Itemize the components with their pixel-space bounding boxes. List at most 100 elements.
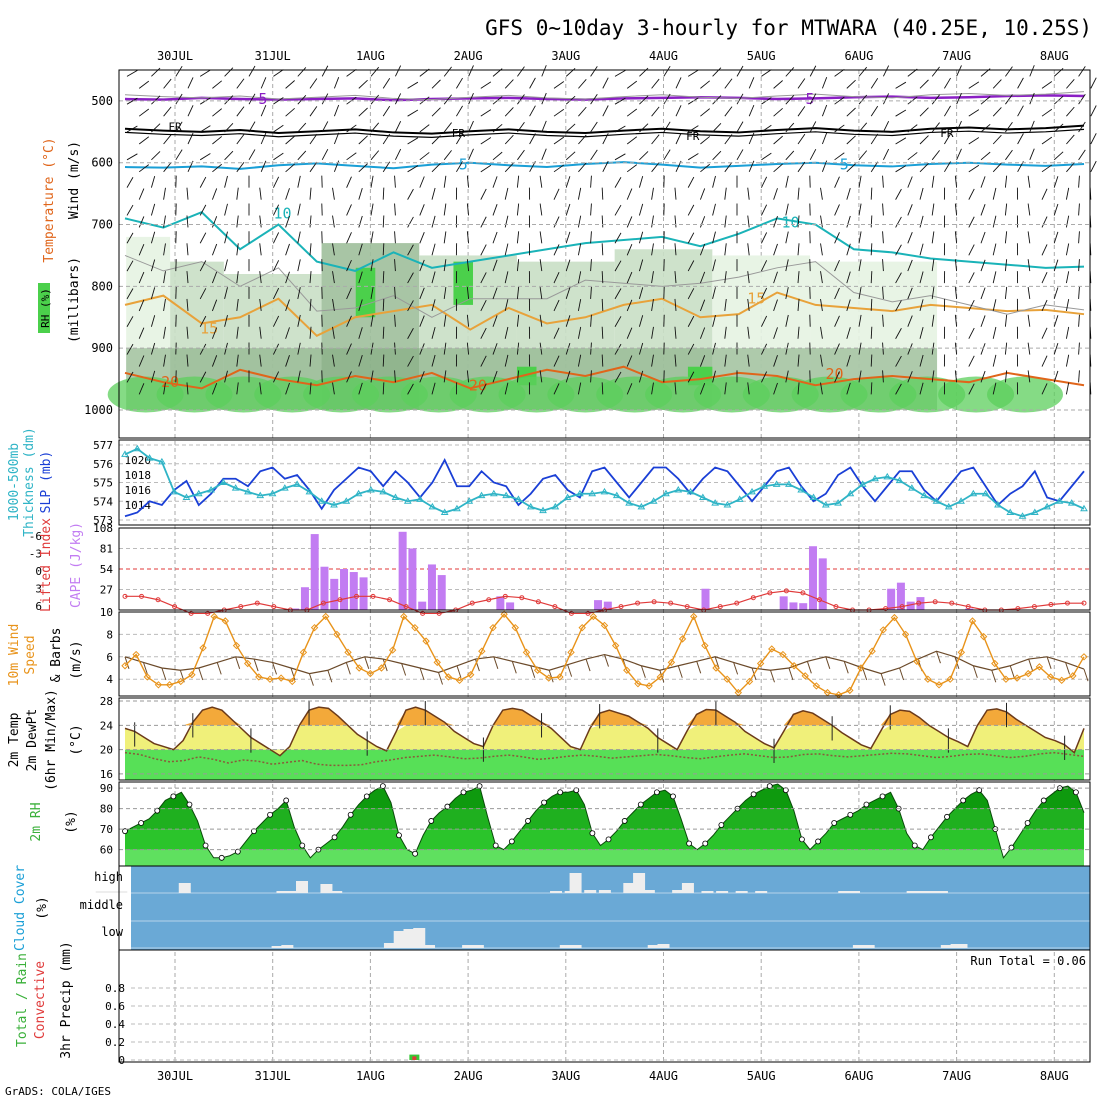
wind-barb [821,76,828,89]
li-marker [816,597,822,603]
wind-speed-marker [165,681,174,689]
date-tick-top: 5AUG [747,49,776,63]
wind-barb [138,271,145,284]
wind-barb [626,299,633,312]
date-tick-top: 2AUG [454,49,483,63]
wind-barb [760,260,768,272]
wind-barb [601,326,604,339]
li-marker [750,595,756,601]
wind-barb [1004,175,1008,188]
wind-barb [674,271,677,284]
wind-barb [578,79,587,89]
cape-bar [330,578,339,610]
thickness-marker [539,506,547,514]
wind-barb [1053,176,1059,188]
thickness-marker [981,489,990,497]
rh-contour [124,254,1085,318]
thickness-marker [662,489,670,497]
wind-barb [919,187,924,200]
wind-barb [492,231,498,244]
wind-barb [236,78,245,89]
wind-barb [674,326,677,339]
precip-label-total: Total / Rain [15,953,30,1047]
wind-barb [504,271,509,284]
wind-speed-marker [366,669,375,678]
wind-barb-stem [880,673,886,686]
cloud-bar-high [276,891,289,893]
wind-barb [834,124,845,133]
panel-frame [118,439,1091,526]
wind-barb [748,104,755,117]
wind-barb [150,315,156,327]
li-marker [370,593,376,599]
wind-barb [638,342,644,355]
wind-barb [517,122,525,133]
wind-speed-marker [712,664,720,672]
thickness-marker [944,502,953,510]
wind-barb [297,150,307,161]
wind-barb [224,203,228,216]
wind-barb [809,65,817,77]
temp-fill-high [125,707,1084,726]
cloud-bar-high [633,873,646,893]
rh-marker [847,811,854,818]
wind-barb [151,95,161,105]
wind-barb [163,354,166,367]
thickness-marker [711,499,720,506]
wind-barb [431,135,441,145]
thickness-marker [551,502,560,510]
wind-barb [820,215,823,228]
wind-barb [443,286,447,299]
wind-barb [858,175,862,188]
wind-barb [504,187,509,200]
wind-speed-marker [210,612,218,621]
wind-barb [539,231,543,244]
rh-band [125,808,1084,830]
wind-barb [919,271,924,284]
wind-barb [517,149,525,161]
wind-barb [553,136,565,145]
wind-barb [1041,81,1053,89]
wind-barb [236,106,245,117]
wind-barb [736,121,744,133]
wind-barb [1004,314,1008,327]
wind-barb [1027,203,1031,216]
wind-barb [870,298,873,311]
wind-barb-stem [456,665,462,678]
wind-speed-marker [1057,676,1066,685]
wind-barb [248,93,256,105]
thickness-marker [428,502,437,510]
contour-label: FR [940,127,954,140]
wind-barb [578,134,587,145]
wind-barb [980,204,986,216]
wind-barb [601,215,604,228]
rh-marker [444,803,451,810]
li-marker [469,600,475,606]
wind-barb [211,382,218,395]
wind-barb [663,149,671,161]
wind-barb [541,65,547,77]
thickness-marker [330,501,338,508]
wind-barb [870,133,879,145]
wind-barb-stem [604,654,609,667]
wind-barb [309,187,312,200]
wind-barb [407,272,414,284]
wind-barb [724,298,727,311]
wind-barb [138,216,145,228]
wind-barb [699,355,706,367]
rh-axis-label: RH (%) [39,288,52,328]
wind-barb [651,326,654,339]
wind-barb [175,121,183,133]
wind-speed-marker [199,644,207,652]
rh-marker [1073,789,1079,796]
wind-barb [431,215,436,228]
wind-barb [638,231,644,244]
wind-barb [382,326,385,339]
wind-barb [992,271,997,284]
wind-barb [565,151,576,161]
wind-barb [285,382,290,395]
thickness-marker [268,489,277,497]
wind-barb [895,165,907,173]
wind-barb [431,354,436,367]
wind-barb [674,298,677,311]
